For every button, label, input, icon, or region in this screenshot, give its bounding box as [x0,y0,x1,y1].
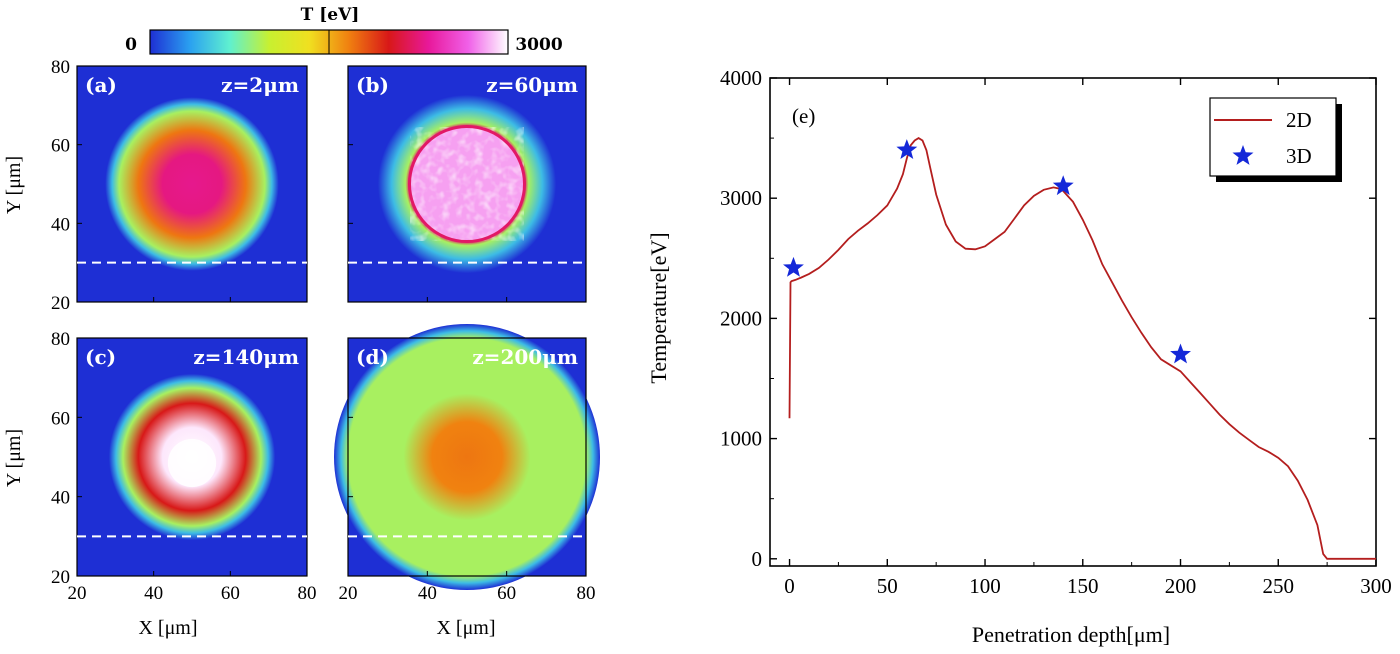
panel-label-e: (e) [792,104,815,128]
panel-frame [76,337,308,577]
heatmap-panel-b: (b) z=60μm [347,65,587,303]
x-tick-label: 300 [1360,574,1392,598]
y-tick-label: 60 [51,408,70,429]
heatmap-ylabel-top: Y [μm] [3,156,25,214]
y-tick-label: 80 [51,329,70,350]
panel-z-label: z=200μm [472,345,578,369]
panel-id-label: (b) [356,73,389,97]
panel-frame [347,65,587,303]
hot-spot [167,438,217,488]
heatmap-panels: (a) z=2μm 20 40 60 80 (b) z=60μm (c) z=140μm 20 40 6… [51,57,600,604]
y-tick-label: 3000 [720,186,762,210]
series-2d-line [788,137,1376,560]
y-tick-label: 4000 [720,66,762,90]
temperature-spot [105,97,279,271]
x-tick-label: 40 [144,583,163,604]
heatmap-panel-d: (d) z=200μm 20 40 60 80 [334,324,600,604]
panel-z-label: z=2μm [221,73,299,97]
x-tick-label: 0 [784,574,795,598]
panel-id-label: (a) [85,73,117,97]
heatmap-panel-a: (a) z=2μm 20 40 60 80 [51,57,308,314]
x-tick-label: 60 [497,583,516,604]
colorbar-max-label: 3000 [515,35,562,55]
x-tick-label: 80 [577,583,596,604]
panel-z-label: z=140μm [193,345,299,369]
y-tick-label: 0 [752,547,763,571]
heatmap-axes: Y [μm] Y [μm] X [μm] X [μm] [3,156,496,639]
hot-core-texture [410,127,524,241]
legend-2d-label: 2D [1286,108,1312,132]
series-3d-star-point [1052,175,1074,196]
panel-z-label: z=60μm [486,73,578,97]
heatmap-panel-c: (c) z=140μm 20 40 60 80 20 40 60 80 [51,329,317,604]
x-tick-label: 40 [418,583,437,604]
line-chart-xlabel: Penetration depth[μm] [972,622,1170,647]
legend-3d-star-icon [1232,145,1254,165]
y-tick-label: 80 [51,57,70,78]
series-3d-points [783,139,1191,364]
y-tick-label: 2000 [720,306,762,330]
panel-id-label: (c) [85,345,116,369]
panel-frame [76,65,308,303]
series-3d-star-point [896,139,918,159]
heatmap-xlabel-left: X [μm] [138,617,197,639]
y-tick-label: 20 [51,293,70,314]
legend-box [1209,97,1337,177]
series-3d-star-point [783,256,804,277]
legend: 2D 3D [1209,97,1342,182]
x-tick-label: 80 [298,583,317,604]
x-tick-label: 150 [1067,574,1099,598]
y-tick-label: 20 [51,567,70,588]
x-tick-label: 100 [969,574,1001,598]
series-3d-star-point [1170,343,1191,364]
legend-3d-label: 3D [1286,144,1312,168]
y-tick-label: 60 [51,136,70,157]
x-tick-label: 20 [339,583,358,604]
x-tick-label: 200 [1165,574,1197,598]
y-tick-label: 40 [51,214,70,235]
colorbar-label: T [eV] [301,5,360,25]
x-tick-label: 250 [1263,574,1295,598]
core-rim [407,124,527,244]
colorbar: T [eV] 0 3000 [125,5,563,55]
panel-frame [347,337,587,577]
y-tick-label: 40 [51,488,70,509]
line-chart-ylabel: Temperature[eV] [646,232,671,383]
panel-id-label: (d) [356,345,389,369]
x-tick-label: 50 [877,574,898,598]
temperature-spot [334,324,600,590]
x-tick-label: 60 [221,583,240,604]
heatmap-xlabel-right: X [μm] [436,617,495,639]
x-tick-label: 20 [68,583,87,604]
y-tick-label: 1000 [720,427,762,451]
heatmap-ylabel-bottom: Y [μm] [3,429,25,487]
colorbar-min-label: 0 [125,35,137,55]
plot-frame [769,77,1377,567]
